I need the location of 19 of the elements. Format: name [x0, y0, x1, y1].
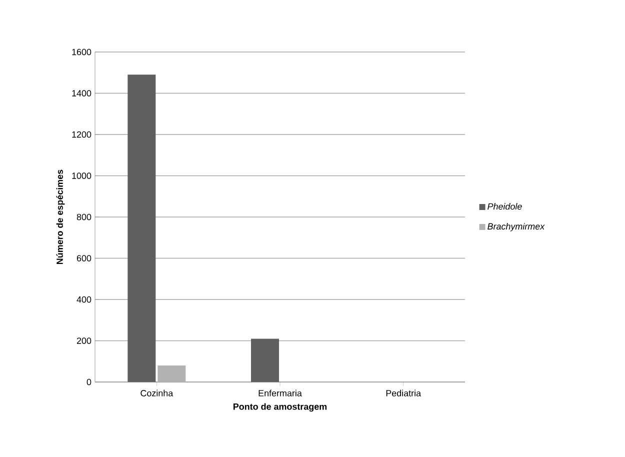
legend-label: Pheidole: [488, 203, 522, 210]
y-tick-label: 1000: [72, 172, 92, 179]
y-tick-label: 600: [76, 255, 92, 262]
y-tick-label: 0: [86, 378, 92, 386]
x-axis-title: Ponto de amostragem: [234, 403, 327, 412]
x-tick-label: Pediatria: [386, 390, 422, 396]
bar: [128, 74, 156, 382]
y-tick-label: 1400: [72, 90, 92, 96]
y-tick-label: 800: [76, 214, 92, 220]
y-tick-label: 1600: [72, 48, 92, 56]
y-axis-title: Número de espécimes: [56, 170, 65, 264]
x-tick-label: Cozinha: [140, 390, 174, 396]
y-tick-label: 400: [76, 296, 92, 303]
bar: [251, 338, 280, 382]
y-tick-label: 200: [76, 338, 92, 344]
y-tick-label: 1200: [72, 131, 92, 138]
legend-label: Brachymirmex: [488, 222, 545, 232]
x-tick-label: Enfermaria: [258, 390, 302, 396]
bar: [158, 366, 186, 382]
